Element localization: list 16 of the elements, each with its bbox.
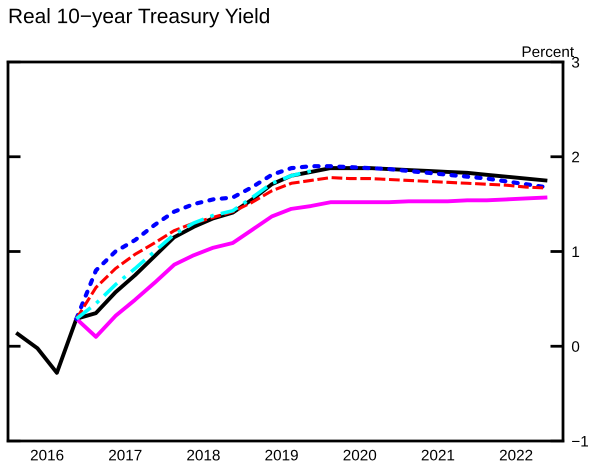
x-tick-label: 2019 xyxy=(265,450,298,461)
y-tick-label: 2 xyxy=(572,152,580,162)
x-tick-label: 2017 xyxy=(109,450,142,461)
y-tick-label: 3 xyxy=(572,56,580,68)
x-tick-label: 2016 xyxy=(30,450,64,461)
line-series xyxy=(74,169,313,321)
x-tick-label: 2022 xyxy=(500,450,532,461)
x-tick-label: 2020 xyxy=(344,450,376,461)
y-axis-title: Percent xyxy=(522,46,574,58)
y-tick-label: −1 xyxy=(572,436,588,447)
chart-title: Real 10−year Treasury Yield xyxy=(10,8,269,28)
x-tick-label: 2021 xyxy=(422,450,454,461)
line-series xyxy=(74,196,548,339)
y-tick-label: 0 xyxy=(572,341,580,352)
y-tick-label: 1 xyxy=(572,246,580,258)
x-tick-label: 2018 xyxy=(187,450,220,461)
